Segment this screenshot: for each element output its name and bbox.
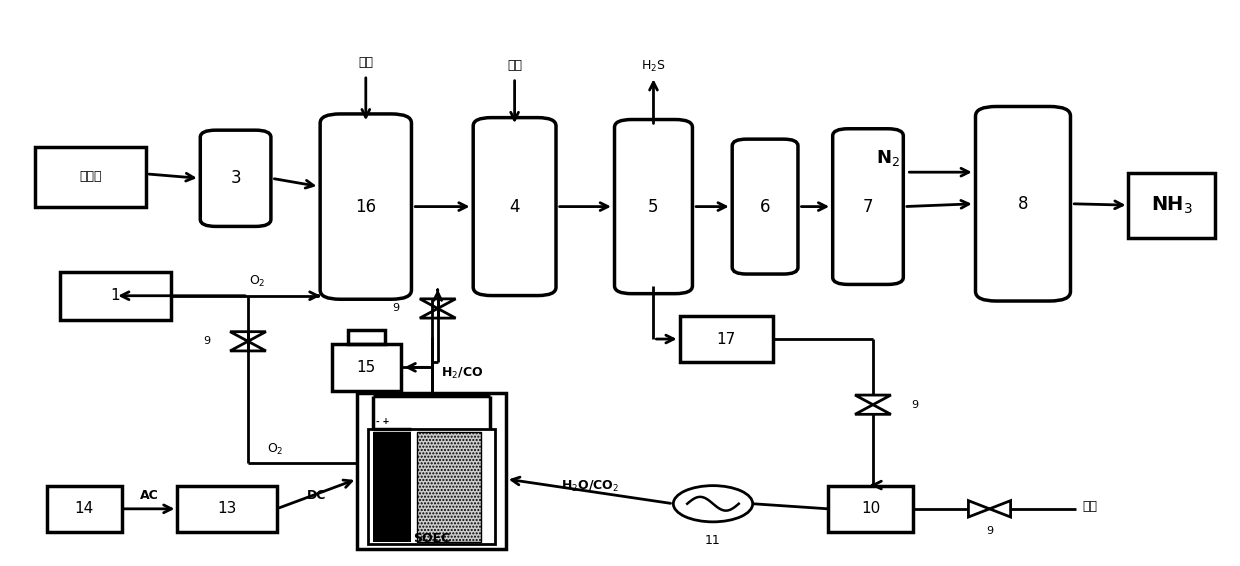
Bar [60, 272, 171, 320]
Text: 蒸汽: 蒸汽 [1083, 500, 1097, 512]
Text: 9: 9 [911, 400, 918, 410]
Bar [177, 486, 277, 532]
Text: O$_2$: O$_2$ [267, 441, 283, 457]
Bar [680, 316, 773, 362]
Text: NH$_3$: NH$_3$ [1151, 195, 1193, 216]
Text: 15: 15 [357, 360, 376, 375]
Text: 3: 3 [231, 169, 241, 187]
Text: 13: 13 [217, 501, 237, 516]
Text: 9: 9 [393, 303, 399, 314]
Text: 16: 16 [355, 198, 377, 216]
Text: 7: 7 [863, 198, 873, 216]
Text: AC: AC [140, 489, 159, 502]
Text: 8: 8 [1018, 195, 1028, 213]
Text: DC: DC [308, 489, 326, 502]
Text: 17: 17 [717, 332, 735, 346]
Text: 11: 11 [706, 534, 720, 547]
Bar [332, 344, 401, 391]
Bar [828, 486, 913, 532]
Text: 天然气: 天然气 [79, 170, 102, 183]
Bar [357, 393, 506, 549]
Text: - +: - + [376, 417, 389, 426]
Text: 1: 1 [110, 288, 120, 303]
Text: 4: 4 [510, 198, 520, 216]
Text: H$_2$/CO: H$_2$/CO [441, 366, 484, 381]
Bar [373, 432, 412, 542]
Bar [368, 429, 495, 544]
Text: 9: 9 [986, 526, 993, 536]
Bar [347, 330, 386, 344]
Text: 蒸汽: 蒸汽 [507, 59, 522, 72]
Bar [1128, 173, 1215, 238]
Text: 6: 6 [760, 198, 770, 216]
Bar [47, 486, 122, 532]
Text: N$_2$: N$_2$ [877, 148, 900, 168]
Text: H$_2$S: H$_2$S [641, 58, 666, 74]
Bar [35, 147, 146, 207]
Text: 10: 10 [861, 501, 880, 516]
Text: 蒸汽: 蒸汽 [358, 57, 373, 70]
Text: 14: 14 [74, 501, 94, 516]
Text: 9: 9 [203, 336, 210, 346]
Text: 5: 5 [649, 198, 658, 216]
Text: SOEC: SOEC [413, 533, 450, 545]
Bar [418, 432, 481, 542]
Text: O$_2$: O$_2$ [249, 274, 265, 289]
Text: H$_2$O/CO$_2$: H$_2$O/CO$_2$ [560, 478, 619, 494]
